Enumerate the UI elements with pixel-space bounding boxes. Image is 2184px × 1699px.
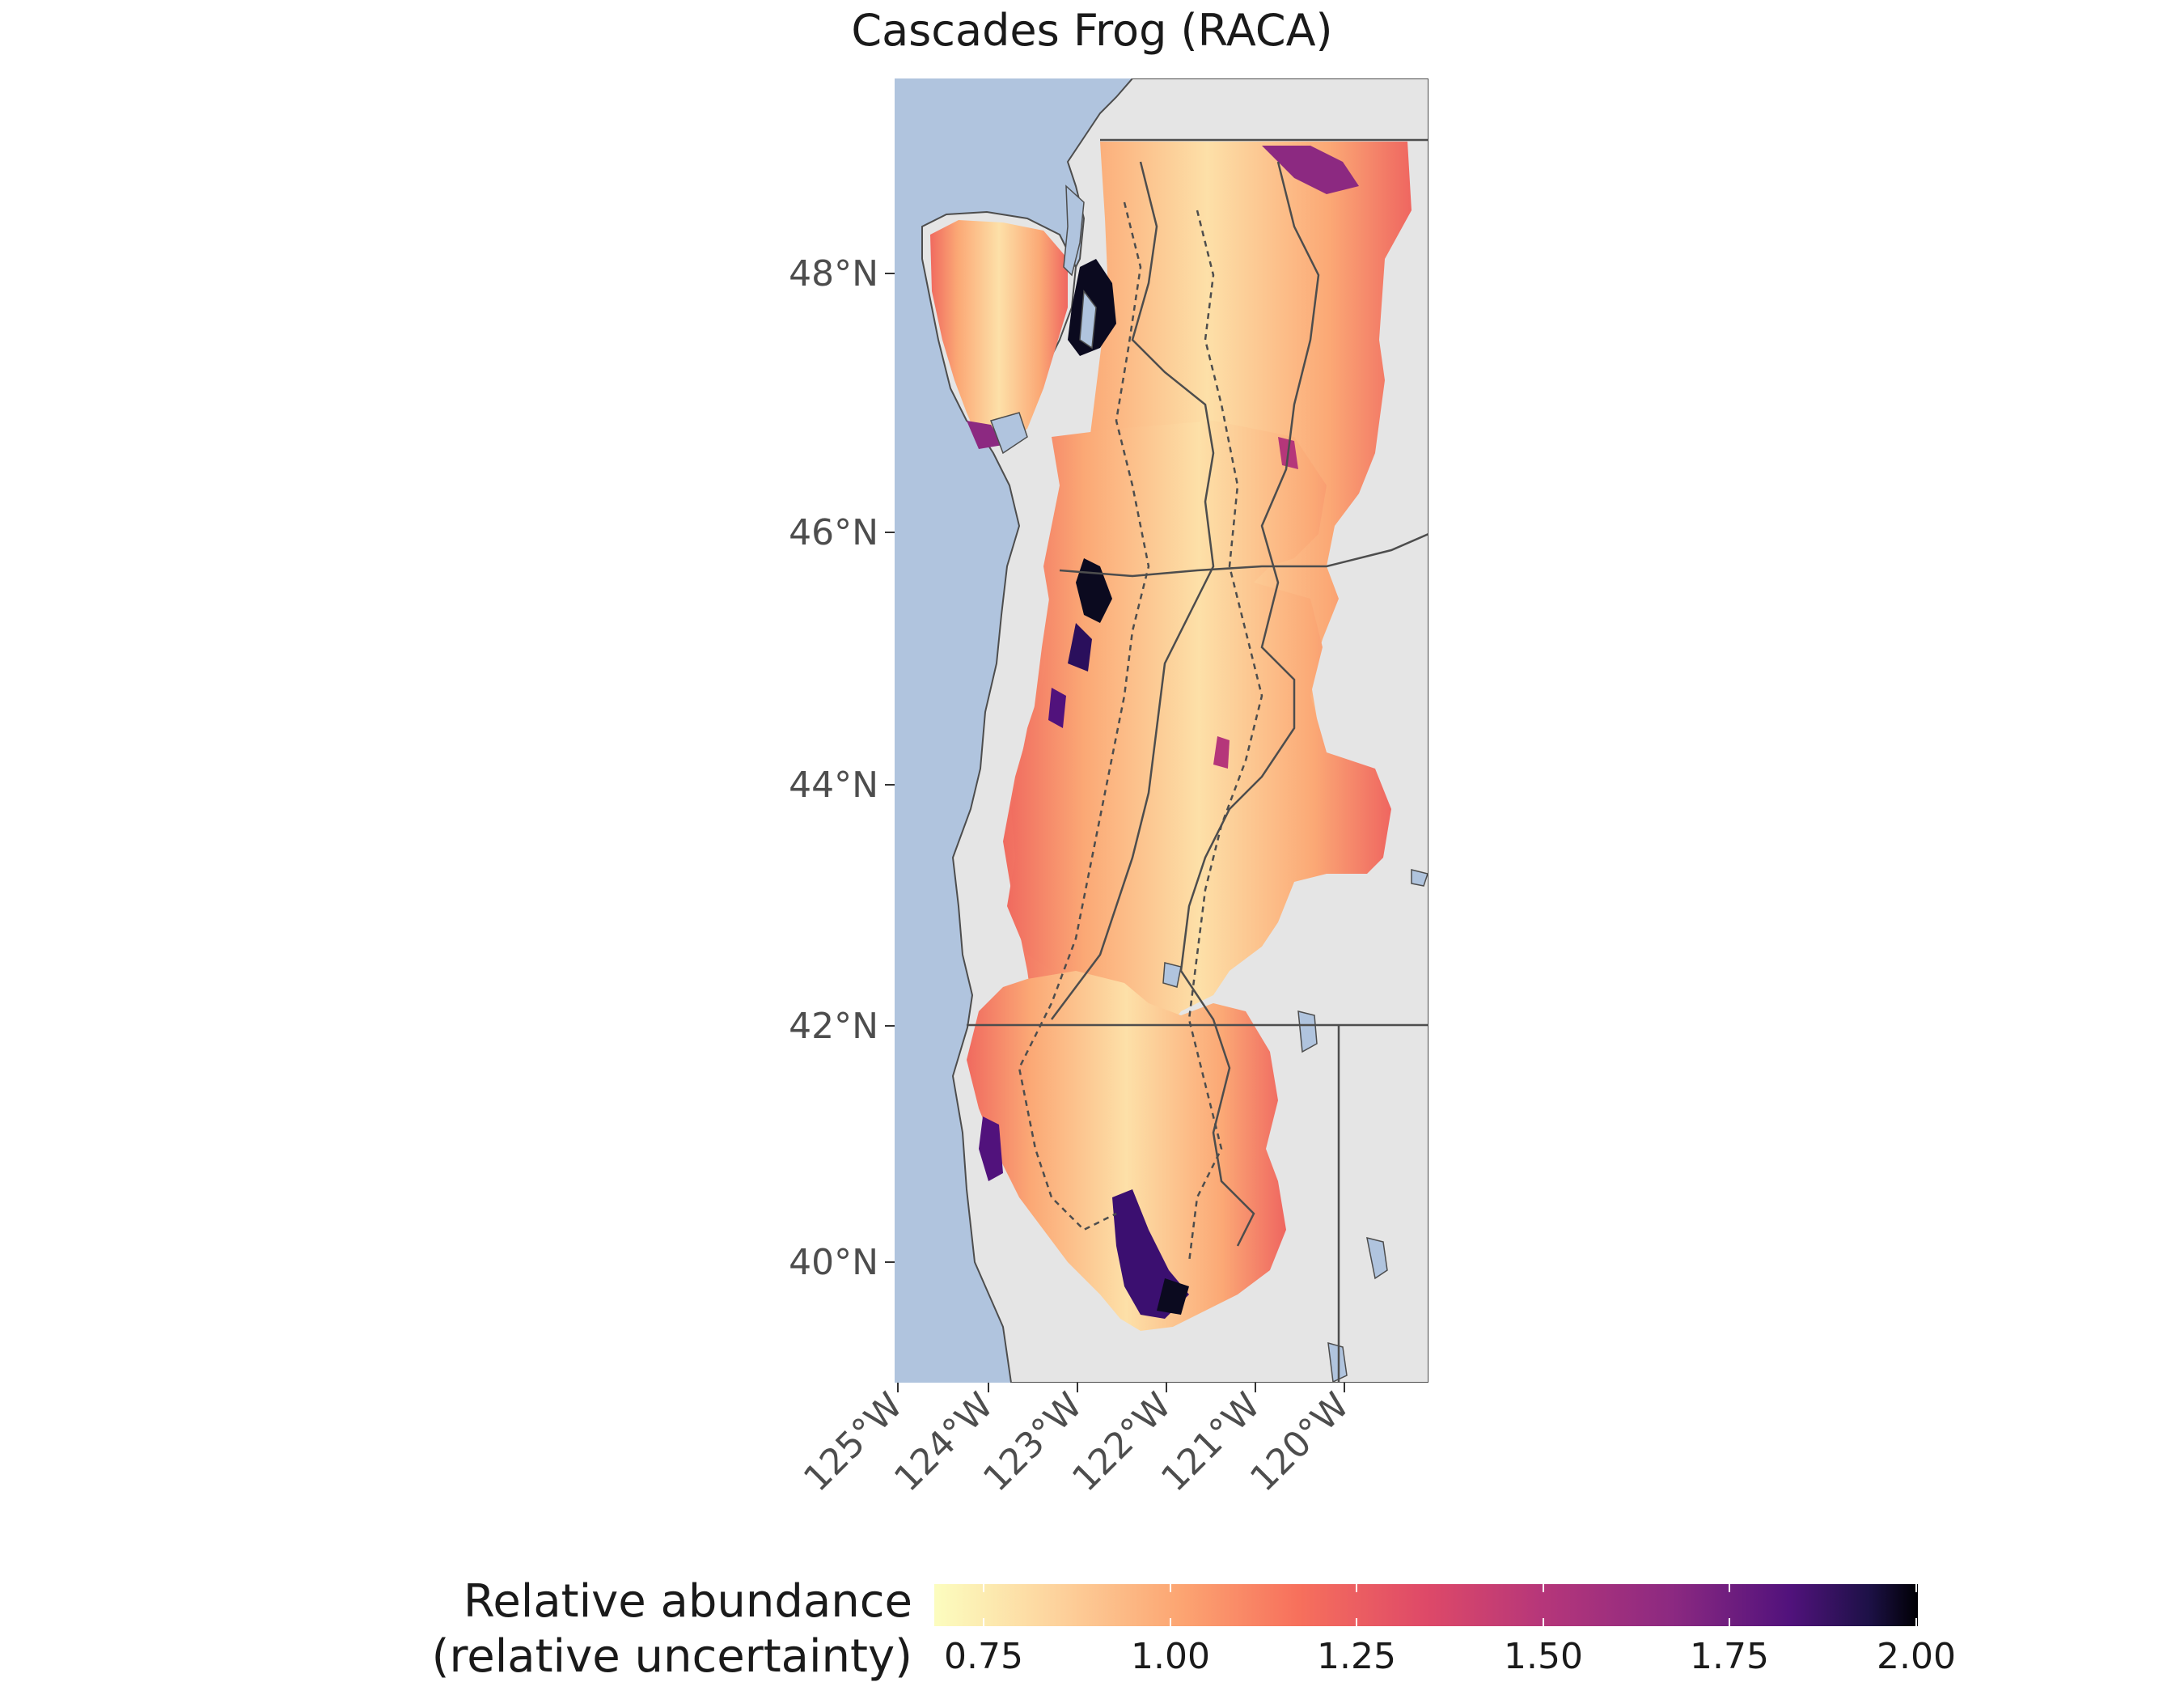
lon-tick-label: 120°W xyxy=(1242,1385,1357,1500)
borders xyxy=(967,138,1428,1383)
legend-title-line1: Relative abundance xyxy=(463,1575,912,1628)
lat-tick-label: 42°N xyxy=(789,1006,878,1047)
legend-colorbar xyxy=(934,1584,1918,1626)
range-olympic xyxy=(930,220,1068,445)
legend-tick-label: 1.00 xyxy=(1131,1636,1210,1677)
legend-tick-label: 1.75 xyxy=(1690,1636,1769,1677)
lon-tick-label: 124°W xyxy=(887,1385,1001,1500)
legend-tick-label: 2.00 xyxy=(1877,1636,1956,1677)
lat-tick-label: 46°N xyxy=(789,512,878,553)
legend-ticks: 0.75 1.00 1.25 1.50 1.75 2.00 xyxy=(944,1584,1956,1677)
lon-tick-label: 123°W xyxy=(976,1385,1090,1500)
high-uncertainty-patches xyxy=(967,146,1359,1319)
lon-tick-label: 125°W xyxy=(796,1385,911,1500)
legend-tick-label: 1.50 xyxy=(1504,1636,1583,1677)
lat-tick-label: 48°N xyxy=(789,253,878,294)
lat-tick-label: 44°N xyxy=(789,765,878,806)
legend-title-line2: (relative uncertainty) xyxy=(432,1630,912,1683)
lat-tick-label: 40°N xyxy=(789,1242,878,1283)
map-panel xyxy=(895,78,1428,1383)
lon-tick-label: 121°W xyxy=(1153,1385,1268,1500)
inland-water xyxy=(990,184,1428,1383)
lon-tick-label: 122°W xyxy=(1064,1385,1179,1500)
color-legend: Relative abundance (relative uncertainty… xyxy=(432,1575,1956,1683)
legend-tick-label: 0.75 xyxy=(944,1636,1023,1677)
latitude-axis: 48°N 46°N 44°N 42°N 40°N xyxy=(789,253,895,1283)
legend-tick-label: 1.25 xyxy=(1317,1636,1396,1677)
range-south xyxy=(967,971,1286,1331)
map-title: Cascades Frog (RACA) xyxy=(851,5,1333,56)
